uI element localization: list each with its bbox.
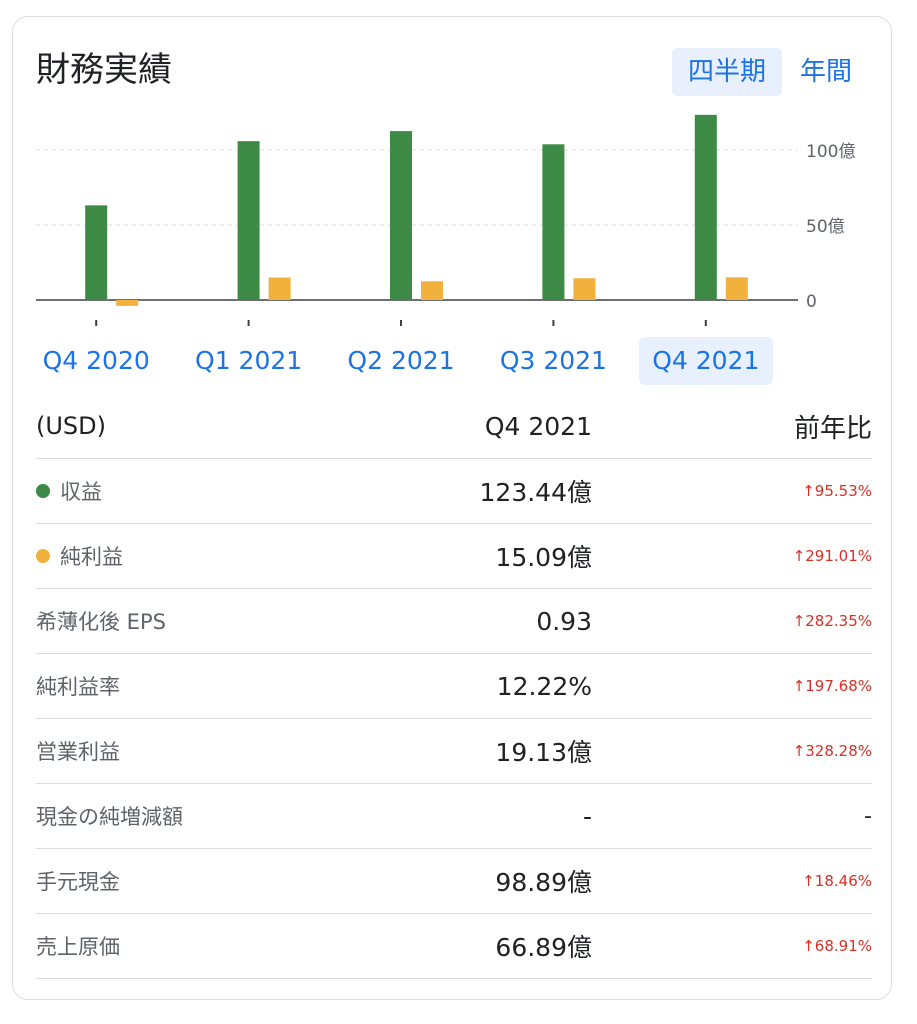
metric-change: ↑197.68%	[792, 677, 872, 695]
period-label: Q4 2021	[484, 411, 592, 441]
metric-value: 12.22%	[496, 671, 592, 701]
metric-value: 123.44億	[479, 478, 592, 507]
table-row: 純利益率 12.22% ↑197.68%	[36, 654, 872, 719]
metric-cell: 現金の純増減額	[36, 801, 376, 831]
metric-change: ↑18.46%	[802, 872, 872, 890]
table-row: 純利益 15.09億 ↑291.01%	[36, 524, 872, 589]
table-header: (USD) Q4 2021 前年比	[36, 394, 872, 459]
metric-cell: 手元現金	[36, 866, 376, 896]
metric-value: 66.89億	[495, 933, 592, 962]
table-row: 希薄化後 EPS 0.93 ↑282.35%	[36, 589, 872, 654]
card-title: 財務実績	[36, 50, 172, 90]
x-category-label[interactable]: Q4 2020	[42, 346, 150, 375]
metric-value: 15.09億	[495, 543, 592, 572]
revenue-bar	[542, 144, 565, 300]
metric-change: ↑291.01%	[792, 547, 872, 565]
metric-label: 希薄化後 EPS	[36, 610, 166, 634]
financials-table: (USD) Q4 2021 前年比 収益 123.44億 ↑95.53% 純利益 15.…	[36, 394, 872, 979]
revenue-bar	[237, 141, 260, 300]
metric-label: 手元現金	[36, 870, 120, 894]
legend-dot-icon	[36, 484, 50, 498]
metric-label: 収益	[60, 480, 102, 504]
metric-change: -	[864, 803, 872, 829]
revenue-bar	[694, 114, 717, 300]
financials-card	[12, 16, 892, 1000]
bar-chart: 100億 50億 0	[36, 114, 855, 326]
x-category-label[interactable]: Q1 2021	[195, 346, 303, 375]
table-row: 手元現金 98.89億 ↑18.46%	[36, 849, 872, 914]
y-tick-label: 50億	[806, 217, 845, 237]
metric-cell: 純利益	[36, 541, 376, 571]
revenue-bar	[85, 205, 108, 300]
net-income-bar	[573, 278, 596, 300]
metric-change: ↑68.91%	[802, 937, 872, 955]
net-income-bar	[725, 277, 748, 300]
y-tick-label: 100億	[806, 142, 855, 162]
metric-value: -	[582, 801, 592, 831]
metric-label: 売上原価	[36, 935, 120, 959]
net-income-bar	[421, 281, 443, 300]
metric-cell: 収益	[36, 476, 376, 506]
table-row: 収益 123.44億 ↑95.53%	[36, 459, 872, 524]
metric-label: 営業利益	[36, 740, 120, 764]
metric-change: ↑328.28%	[792, 742, 872, 760]
metric-cell: 営業利益	[36, 736, 376, 766]
x-category-label[interactable]: Q4 2021	[638, 337, 773, 385]
tab-quarterly[interactable]: 四半期	[672, 48, 782, 96]
metric-value: 98.89億	[495, 868, 592, 897]
net-income-bar	[268, 277, 291, 300]
y-tick-label: 0	[806, 292, 817, 312]
x-category-label[interactable]: Q3 2021	[499, 346, 607, 375]
tab-annual[interactable]: 年間	[799, 57, 852, 87]
table-row: 営業利益 19.13億 ↑328.28%	[36, 719, 872, 784]
table-row: 現金の純増減額 - -	[36, 784, 872, 849]
metric-label: 純利益率	[36, 675, 120, 699]
net-income-bar	[116, 300, 139, 306]
revenue-bar	[390, 131, 412, 300]
metric-value: 0.93	[536, 606, 592, 636]
currency-label: (USD)	[36, 412, 107, 440]
metric-cell: 売上原価	[36, 931, 376, 961]
metric-cell: 純利益率	[36, 671, 376, 701]
metric-change: ↑95.53%	[802, 482, 872, 500]
metric-value: 19.13億	[495, 738, 592, 767]
x-category-label[interactable]: Q2 2021	[347, 346, 455, 375]
metric-label: 純利益	[60, 545, 123, 569]
legend-dot-icon	[36, 549, 50, 563]
metric-cell: 希薄化後 EPS	[36, 606, 376, 636]
metric-label: 現金の純増減額	[36, 805, 183, 829]
table-row: 売上原価 66.89億 ↑68.91%	[36, 914, 872, 979]
change-header: 前年比	[793, 413, 872, 444]
metric-change: ↑282.35%	[792, 612, 872, 630]
